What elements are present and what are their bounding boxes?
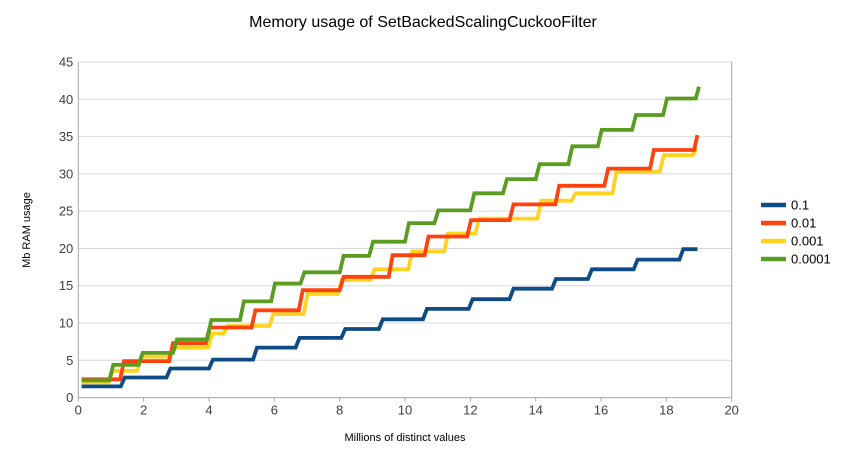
series-line-0.0001: [81, 86, 701, 383]
axis-layer: 0 2 4 6 8 10 12 14 16 18 20 0 5 10 15 20 25 30 35 40 45: [59, 55, 739, 418]
legend-label: 0.0001: [791, 252, 831, 267]
y-tick-label: 30: [59, 166, 73, 181]
y-tick-label: 20: [59, 241, 73, 256]
y-tick-label: 0: [66, 390, 73, 405]
x-tick-label: 16: [594, 403, 608, 418]
legend-label: 0.01: [791, 216, 816, 231]
x-tick-label: 8: [336, 403, 343, 418]
x-tick-label: 2: [140, 403, 147, 418]
x-tick-label: 20: [724, 403, 738, 418]
y-axis-title: Mb RAM usage: [21, 192, 33, 268]
y-tick-label: 25: [59, 204, 73, 219]
legend-item: 0.0001: [761, 252, 831, 267]
y-tick-label: 15: [59, 278, 73, 293]
x-tick-label: 0: [75, 403, 82, 418]
x-axis-title: Millions of distinct values: [344, 432, 466, 444]
legend-item: 0.01: [761, 216, 816, 231]
legend-label: 0.1: [791, 198, 809, 213]
series-line-0.01: [81, 134, 700, 382]
y-tick-label: 5: [66, 353, 73, 368]
legend-item: 0.1: [761, 198, 809, 213]
legend: 0.1 0.01 0.001 0.0001: [761, 198, 831, 267]
y-tick-label: 40: [59, 92, 73, 107]
x-tick-label: 14: [528, 403, 542, 418]
chart-title: Memory usage of SetBackedScalingCuckooFi…: [249, 14, 597, 31]
x-tick-label: 10: [398, 403, 412, 418]
legend-label: 0.001: [791, 234, 824, 249]
x-tick-label: 18: [659, 403, 673, 418]
series-line-0.1: [81, 247, 698, 389]
x-tick-label: 12: [463, 403, 477, 418]
y-tick-label: 45: [59, 55, 73, 70]
x-tick-label: 4: [205, 403, 212, 418]
y-tick-label: 10: [59, 316, 73, 331]
legend-item: 0.001: [761, 234, 824, 249]
x-tick-label: 6: [271, 403, 278, 418]
series-layer: [81, 86, 701, 389]
grid-layer: [78, 61, 732, 361]
y-tick-label: 35: [59, 129, 73, 144]
